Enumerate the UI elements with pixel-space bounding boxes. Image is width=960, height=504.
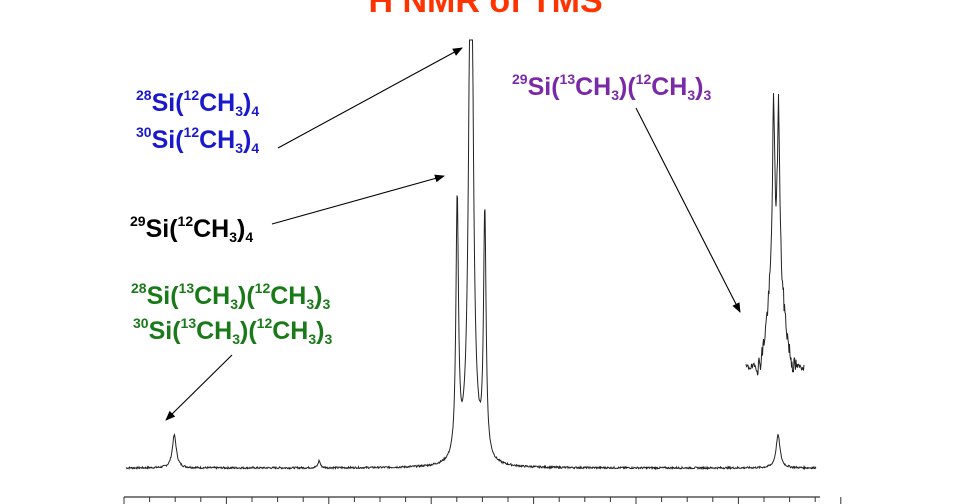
label-text: Si( [151,89,184,117]
isotope-superscript: 12 [177,213,194,229]
count-subscript: 4 [251,103,260,119]
label-text: CH [575,73,612,101]
count-subscript: 4 [251,140,260,156]
annotation-blue-line-1: 28Si(12CH3)4 [136,88,259,118]
satellite-expansion-trace [745,93,805,376]
arrow-green-to-13c-satellite [165,354,233,421]
label-text: CH [272,317,309,345]
isotope-superscript: 30 [133,315,149,331]
annotation-black-line-1: 29Si(12CH3)4 [130,214,253,244]
label-text: CH [193,215,230,243]
spectrum-traces [125,39,817,471]
isotope-superscript: 28 [136,87,152,103]
count-subscript: 3 [230,296,239,312]
chart-title: 1H NMR of TMS [0,0,960,21]
isotope-superscript: 29 [130,213,146,229]
count-subscript: 3 [324,331,333,347]
annotation-purple-line-1: 29Si(13CH3)(12CH3)3 [512,72,711,102]
label-text: CH [196,317,233,345]
arrow-blue-to-main-peak [277,47,463,149]
count-subscript: 3 [229,229,238,245]
arrow-black-to-29si-satellite [271,174,445,225]
label-text: ) [243,89,252,117]
label-text: Si( [527,73,560,101]
isotope-superscript: 12 [635,71,652,87]
label-text: ) [695,73,704,101]
count-subscript: 3 [235,103,244,119]
label-text: ) [243,126,252,154]
isotope-superscript: 12 [183,124,200,140]
count-subscript: 3 [235,140,244,156]
annotation-green-line-2: 30Si(13CH3)(12CH3)3 [133,316,332,346]
label-text: ) [314,282,323,310]
isotope-superscript: 12 [183,87,200,103]
isotope-superscript: 12 [254,280,271,296]
arrow-purple-to-expansion [635,107,741,313]
isotope-superscript: 29 [512,71,528,87]
count-subscript: 3 [703,87,712,103]
isotope-superscript: 30 [136,124,152,140]
count-subscript: 3 [308,331,317,347]
label-text: CH [651,73,688,101]
label-text: Si( [148,317,181,345]
label-text: CH [199,126,236,154]
isotope-superscript: 28 [131,280,147,296]
label-text: )( [619,73,636,101]
count-subscript: 3 [611,87,620,103]
isotope-superscript: 13 [180,315,197,331]
label-text: )( [240,317,257,345]
count-subscript: 3 [322,296,331,312]
label-text: )( [238,282,255,310]
label-text: Si( [151,126,184,154]
x-axis [123,496,842,504]
label-text: ) [237,215,246,243]
annotation-green-line-1: 28Si(13CH3)(12CH3)3 [131,281,330,311]
label-text: Si( [145,215,178,243]
title-superscript: 1 [357,0,368,5]
count-subscript: 4 [245,229,254,245]
title-text: H NMR of TMS [368,0,603,20]
label-text: CH [270,282,307,310]
annotation-blue-line-2: 30Si(12CH3)4 [136,125,259,155]
annotation-arrows [165,47,741,421]
count-subscript: 3 [306,296,315,312]
isotope-superscript: 12 [256,315,273,331]
isotope-superscript: 13 [178,280,195,296]
label-text: Si( [146,282,179,310]
spectrum-trace [125,39,817,471]
label-text: CH [199,89,236,117]
label-text: CH [194,282,231,310]
count-subscript: 3 [687,87,696,103]
isotope-superscript: 13 [559,71,576,87]
label-text: ) [316,317,325,345]
count-subscript: 3 [232,331,241,347]
